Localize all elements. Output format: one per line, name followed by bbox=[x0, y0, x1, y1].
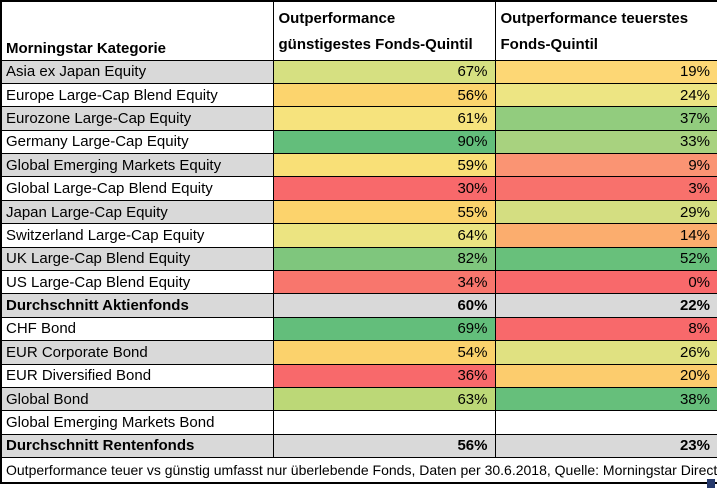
category-cell[interactable]: Global Large-Cap Blend Equity bbox=[0, 176, 274, 201]
table-footer: Outperformance teuer vs günstig umfasst … bbox=[0, 457, 717, 484]
table-row: Germany Large-Cap Equity 90% 33% bbox=[0, 129, 717, 155]
cheapest-quintile-value-cell[interactable]: 60% bbox=[272, 293, 496, 318]
table-row: EUR Corporate Bond 54% 26% bbox=[0, 340, 717, 365]
table-row: Europe Large-Cap Blend Equity 56% 24% bbox=[0, 82, 717, 108]
cheapest-quintile-value-cell[interactable]: 56% bbox=[272, 82, 496, 108]
corner-marker-icon bbox=[707, 479, 715, 488]
category-cell[interactable]: Durchschnitt Rentenfonds bbox=[0, 433, 274, 459]
category-cell[interactable]: Asia ex Japan Equity bbox=[0, 59, 274, 84]
most-expensive-quintile-value-cell[interactable]: 29% bbox=[494, 199, 717, 225]
cheapest-quintile-value-cell[interactable]: 55% bbox=[272, 199, 496, 225]
cheapest-quintile-value-cell[interactable]: 90% bbox=[272, 129, 496, 155]
table-row: UK Large-Cap Blend Equity 82% 52% bbox=[0, 246, 717, 272]
most-expensive-quintile-value-cell[interactable]: 14% bbox=[494, 223, 717, 248]
cheapest-quintile-value-cell[interactable]: 56% bbox=[272, 433, 496, 459]
col-header-category[interactable]: Morningstar Kategorie bbox=[0, 0, 274, 61]
most-expensive-quintile-value-cell[interactable]: 19% bbox=[494, 59, 717, 84]
cheapest-quintile-value-cell[interactable]: 64% bbox=[272, 223, 496, 248]
most-expensive-quintile-value-cell[interactable]: 38% bbox=[494, 386, 717, 412]
table-row: Durchschnitt Aktienfonds 60% 22% bbox=[0, 293, 717, 318]
table-header: Morningstar Kategorie Outperformance gün… bbox=[0, 0, 717, 61]
category-cell[interactable]: EUR Corporate Bond bbox=[0, 340, 274, 365]
cheapest-quintile-value-cell[interactable]: 63% bbox=[272, 386, 496, 412]
cheapest-quintile-value-cell[interactable]: 30% bbox=[272, 176, 496, 201]
category-cell[interactable]: US Large-Cap Blend Equity bbox=[0, 270, 274, 295]
most-expensive-quintile-value-cell[interactable]: 23% bbox=[494, 433, 717, 459]
col-header-expensive-line2: Fonds-Quintil bbox=[500, 36, 598, 53]
category-cell[interactable]: Global Bond bbox=[0, 386, 274, 412]
most-expensive-quintile-value-cell[interactable]: 9% bbox=[494, 153, 717, 178]
most-expensive-quintile-value-cell[interactable]: 3% bbox=[494, 176, 717, 201]
category-cell[interactable]: Eurozone Large-Cap Equity bbox=[0, 106, 274, 131]
most-expensive-quintile-value-cell[interactable] bbox=[494, 410, 717, 435]
category-cell[interactable]: Durchschnitt Aktienfonds bbox=[0, 293, 274, 318]
cheapest-quintile-value-cell[interactable]: 69% bbox=[272, 316, 496, 342]
table-row: Global Emerging Markets Bond bbox=[0, 410, 717, 435]
header-row: Morningstar Kategorie Outperformance gün… bbox=[0, 0, 717, 61]
col-header-expensive-line1: Outperformance teuerstes bbox=[500, 10, 689, 27]
col-header-cheapest-line1: Outperformance bbox=[278, 10, 396, 27]
col-header-most-expensive-quintile[interactable]: Outperformance teuerstes Fonds-Quintil bbox=[494, 0, 717, 61]
table-row: Global Bond 63% 38% bbox=[0, 386, 717, 412]
table-row: Durchschnitt Rentenfonds 56% 23% bbox=[0, 433, 717, 459]
table-row: Eurozone Large-Cap Equity 61% 37% bbox=[0, 106, 717, 131]
most-expensive-quintile-value-cell[interactable]: 37% bbox=[494, 106, 717, 131]
category-cell[interactable]: Switzerland Large-Cap Equity bbox=[0, 223, 274, 248]
cheapest-quintile-value-cell[interactable]: 34% bbox=[272, 270, 496, 295]
col-header-cheapest-line2: günstigestes Fonds-Quintil bbox=[278, 36, 473, 53]
table-row: Global Large-Cap Blend Equity 30% 3% bbox=[0, 176, 717, 201]
table-row: EUR Diversified Bond 36% 20% bbox=[0, 363, 717, 388]
table-row: Switzerland Large-Cap Equity 64% 14% bbox=[0, 223, 717, 248]
table-row: CHF Bond 69% 8% bbox=[0, 316, 717, 342]
most-expensive-quintile-value-cell[interactable]: 33% bbox=[494, 129, 717, 155]
category-cell[interactable]: Europe Large-Cap Blend Equity bbox=[0, 82, 274, 108]
cheapest-quintile-value-cell[interactable]: 59% bbox=[272, 153, 496, 178]
footnote-row: Outperformance teuer vs günstig umfasst … bbox=[0, 457, 717, 484]
category-cell[interactable]: Japan Large-Cap Equity bbox=[0, 199, 274, 225]
cheapest-quintile-value-cell[interactable]: 61% bbox=[272, 106, 496, 131]
table-row: US Large-Cap Blend Equity 34% 0% bbox=[0, 270, 717, 295]
cheapest-quintile-value-cell[interactable]: 67% bbox=[272, 59, 496, 84]
category-cell[interactable]: Global Emerging Markets Bond bbox=[0, 410, 274, 435]
category-cell[interactable]: UK Large-Cap Blend Equity bbox=[0, 246, 274, 272]
most-expensive-quintile-value-cell[interactable]: 52% bbox=[494, 246, 717, 272]
most-expensive-quintile-value-cell[interactable]: 26% bbox=[494, 340, 717, 365]
most-expensive-quintile-value-cell[interactable]: 8% bbox=[494, 316, 717, 342]
most-expensive-quintile-value-cell[interactable]: 0% bbox=[494, 270, 717, 295]
cheapest-quintile-value-cell[interactable]: 82% bbox=[272, 246, 496, 272]
cheapest-quintile-value-cell[interactable]: 36% bbox=[272, 363, 496, 388]
col-header-cheapest-quintile[interactable]: Outperformance günstigestes Fonds-Quinti… bbox=[272, 0, 496, 61]
table-row: Asia ex Japan Equity 67% 19% bbox=[0, 59, 717, 84]
category-cell[interactable]: Germany Large-Cap Equity bbox=[0, 129, 274, 155]
category-cell[interactable]: CHF Bond bbox=[0, 316, 274, 342]
most-expensive-quintile-value-cell[interactable]: 24% bbox=[494, 82, 717, 108]
cheapest-quintile-value-cell[interactable]: 54% bbox=[272, 340, 496, 365]
most-expensive-quintile-value-cell[interactable]: 20% bbox=[494, 363, 717, 388]
table-row: Global Emerging Markets Equity 59% 9% bbox=[0, 153, 717, 178]
cheapest-quintile-value-cell[interactable] bbox=[272, 410, 496, 435]
table-body: Asia ex Japan Equity 67% 19% Europe Large-C… bbox=[0, 59, 717, 459]
footnote[interactable]: Outperformance teuer vs günstig umfasst … bbox=[0, 457, 717, 484]
table-row: Japan Large-Cap Equity 55% 29% bbox=[0, 199, 717, 225]
category-cell[interactable]: Global Emerging Markets Equity bbox=[0, 153, 274, 178]
most-expensive-quintile-value-cell[interactable]: 22% bbox=[494, 293, 717, 318]
category-cell[interactable]: EUR Diversified Bond bbox=[0, 363, 274, 388]
